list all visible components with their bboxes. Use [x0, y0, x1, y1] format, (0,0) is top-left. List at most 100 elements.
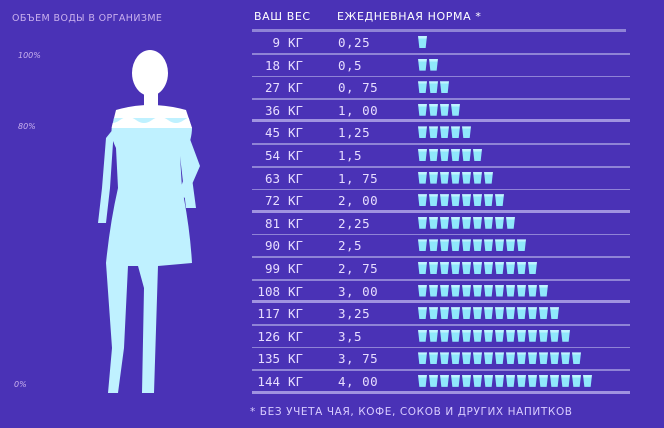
water-glass-icon — [440, 148, 449, 161]
weight-value: 117 — [257, 306, 280, 322]
water-glass-icon — [462, 126, 471, 139]
weight-value: 36 — [264, 102, 280, 118]
water-glass-icon — [517, 307, 526, 320]
weight-unit: КГ — [288, 328, 304, 344]
water-glass-icon — [517, 329, 526, 342]
water-glass-icon — [429, 126, 438, 139]
woman-silhouette-icon — [98, 50, 200, 393]
water-glass-icon — [429, 103, 438, 116]
table-row: 63 КГ 1, 75 — [252, 168, 630, 191]
row-divider — [252, 209, 630, 213]
weight-value: 126 — [257, 328, 280, 344]
norm-column-header: ЕЖЕДНЕВНАЯ НОРМА * — [337, 10, 482, 23]
table-row: 54 КГ 1,5 — [252, 145, 630, 168]
water-glass-icon — [495, 352, 504, 365]
water-glass-icon — [462, 148, 471, 161]
water-glass-icon — [440, 126, 449, 139]
water-glass-icon — [528, 307, 537, 320]
water-glass-icon — [462, 307, 471, 320]
water-glass-icon — [550, 307, 559, 320]
water-glass-icon — [418, 36, 427, 48]
water-glass-icon — [506, 284, 515, 297]
weight-value: 54 — [264, 147, 280, 163]
weight-unit: КГ — [288, 351, 304, 367]
water-glass-icon — [429, 148, 438, 161]
water-glass-icon — [484, 329, 493, 342]
water-glass-icon — [440, 374, 449, 387]
weight-unit: КГ — [288, 260, 304, 276]
weight-unit: КГ — [288, 102, 304, 118]
weight-unit: КГ — [288, 215, 304, 231]
water-glass-icon — [550, 352, 559, 365]
weight-value: 81 — [264, 215, 280, 231]
row-divider — [252, 188, 630, 191]
row-divider — [252, 256, 630, 258]
water-glass-icon — [473, 216, 482, 229]
liters-value: 1,5 — [338, 147, 363, 163]
water-glass-icon — [473, 239, 482, 252]
liters-value: 1,25 — [338, 125, 371, 141]
table-row: 72 КГ 2, 00 — [252, 190, 630, 213]
liters-value: 2, 00 — [338, 193, 379, 209]
weight-unit: КГ — [288, 193, 304, 209]
glasses-group — [418, 374, 592, 389]
weight-unit: КГ — [288, 147, 304, 163]
weight-unit: КГ — [288, 57, 304, 73]
table-row: 18 КГ 0,5 — [252, 55, 630, 78]
liters-value: 2, 75 — [338, 260, 379, 276]
water-glass-icon — [429, 374, 438, 387]
water-glass-icon — [484, 239, 493, 252]
row-divider — [252, 53, 630, 55]
water-glass-icon — [462, 352, 471, 365]
water-glass-icon — [418, 374, 427, 387]
weight-value: 90 — [264, 238, 280, 254]
table-row: 117 КГ 3,25 — [252, 303, 630, 326]
table-row: 36 КГ 1, 00 — [252, 100, 630, 123]
water-glass-icon — [528, 284, 537, 297]
water-glass-icon — [440, 261, 449, 274]
table-row: 108 КГ 3, 00 — [252, 281, 630, 304]
water-glass-icon — [506, 216, 515, 229]
water-glass-icon — [550, 329, 559, 342]
liters-value: 0,5 — [338, 57, 363, 73]
water-glass-icon — [451, 171, 460, 184]
glasses-group — [418, 239, 526, 253]
scale-label-100: 100% — [18, 51, 41, 60]
liters-value: 3, 00 — [338, 283, 379, 299]
water-glass-icon — [462, 216, 471, 229]
water-glass-icon — [429, 261, 438, 274]
water-glass-icon — [495, 239, 504, 252]
glasses-group — [418, 307, 559, 321]
water-glass-icon — [418, 81, 427, 94]
weight-value: 72 — [264, 193, 280, 209]
water-glass-icon — [462, 194, 471, 207]
water-glass-icon — [418, 216, 427, 229]
water-glass-icon — [418, 284, 427, 297]
liters-value: 0, 75 — [338, 80, 379, 96]
table-row: 135 КГ 3, 75 — [252, 348, 630, 371]
table-row: 45 КГ 1,25 — [252, 122, 630, 145]
water-glass-icon — [429, 307, 438, 320]
water-glass-icon — [495, 307, 504, 320]
water-glass-icon — [451, 126, 460, 139]
water-glass-icon — [550, 374, 559, 387]
water-glass-icon — [561, 352, 570, 365]
table-row: 99 КГ 2, 75 — [252, 258, 630, 281]
glasses-group — [418, 194, 504, 208]
water-glass-icon — [495, 284, 504, 297]
glasses-group — [418, 329, 570, 344]
water-glass-icon — [484, 261, 493, 274]
glasses-group — [418, 81, 449, 95]
water-glass-icon — [451, 329, 460, 342]
water-glass-icon — [517, 352, 526, 365]
water-glass-icon — [539, 374, 548, 387]
water-glass-icon — [528, 329, 537, 342]
row-divider — [252, 300, 630, 304]
row-divider — [252, 324, 630, 326]
water-glass-icon — [429, 329, 438, 342]
water-glass-icon — [418, 103, 427, 116]
water-glass-icon — [473, 171, 482, 184]
weight-unit: КГ — [288, 306, 304, 322]
glasses-group — [418, 36, 427, 50]
water-glass-icon — [473, 284, 482, 297]
